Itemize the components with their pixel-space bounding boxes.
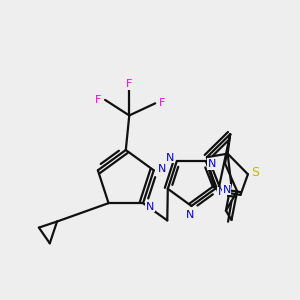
Text: N: N [208,159,216,169]
Text: F: F [126,79,133,89]
Text: F: F [95,95,101,105]
Text: N: N [186,210,194,220]
Text: N: N [158,164,166,174]
Text: N: N [218,187,226,197]
Text: N: N [223,185,231,195]
Text: F: F [159,98,165,108]
Text: N: N [166,152,174,163]
Text: S: S [251,166,260,179]
Text: N: N [146,202,154,212]
